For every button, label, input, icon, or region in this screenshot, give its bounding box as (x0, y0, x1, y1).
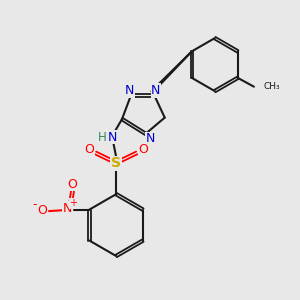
Text: O: O (38, 204, 47, 217)
Text: N: N (145, 132, 155, 145)
Text: N: N (63, 202, 72, 215)
Text: CH₃: CH₃ (263, 82, 280, 91)
Text: N: N (108, 131, 117, 144)
Text: N: N (151, 84, 160, 97)
Text: O: O (68, 178, 77, 190)
Text: S: S (111, 156, 121, 170)
Text: -: - (33, 198, 37, 211)
Text: +: + (70, 198, 77, 208)
Text: H: H (98, 131, 106, 144)
Text: N: N (125, 84, 134, 97)
Text: O: O (84, 143, 94, 156)
Text: O: O (138, 143, 148, 156)
